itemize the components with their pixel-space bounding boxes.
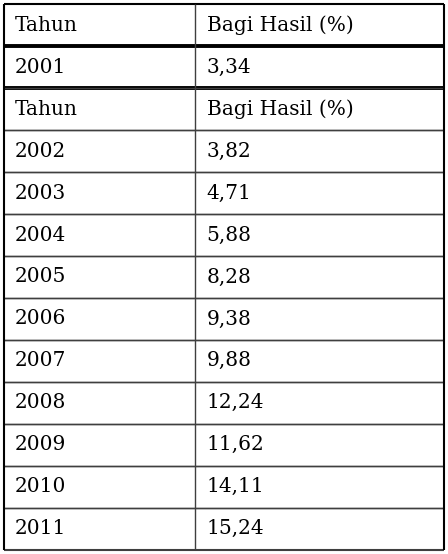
Text: 3,82: 3,82 bbox=[207, 142, 251, 161]
Text: 9,88: 9,88 bbox=[207, 351, 251, 371]
Text: 3,34: 3,34 bbox=[207, 58, 251, 77]
Text: Tahun: Tahun bbox=[15, 16, 78, 35]
Text: 2009: 2009 bbox=[15, 435, 66, 454]
Text: 4,71: 4,71 bbox=[207, 183, 251, 203]
Text: 15,24: 15,24 bbox=[207, 519, 264, 538]
Text: Bagi Hasil (%): Bagi Hasil (%) bbox=[207, 16, 353, 35]
Text: 2005: 2005 bbox=[15, 268, 66, 286]
Text: 11,62: 11,62 bbox=[207, 435, 264, 454]
Text: 2002: 2002 bbox=[15, 142, 66, 161]
Text: 5,88: 5,88 bbox=[207, 225, 251, 244]
Text: 2008: 2008 bbox=[15, 393, 66, 412]
Text: 2004: 2004 bbox=[15, 225, 66, 244]
Text: 2006: 2006 bbox=[15, 310, 66, 329]
Text: 8,28: 8,28 bbox=[207, 268, 251, 286]
Text: 2003: 2003 bbox=[15, 183, 66, 203]
Text: Bagi Hasil (%): Bagi Hasil (%) bbox=[207, 99, 353, 119]
Text: 12,24: 12,24 bbox=[207, 393, 264, 412]
Text: Tahun: Tahun bbox=[15, 100, 78, 119]
Text: 9,38: 9,38 bbox=[207, 310, 251, 329]
Text: 2011: 2011 bbox=[15, 519, 66, 538]
Text: 14,11: 14,11 bbox=[207, 477, 264, 496]
Text: 2007: 2007 bbox=[15, 351, 66, 371]
Text: 2001: 2001 bbox=[15, 58, 66, 77]
Text: 2010: 2010 bbox=[15, 477, 66, 496]
